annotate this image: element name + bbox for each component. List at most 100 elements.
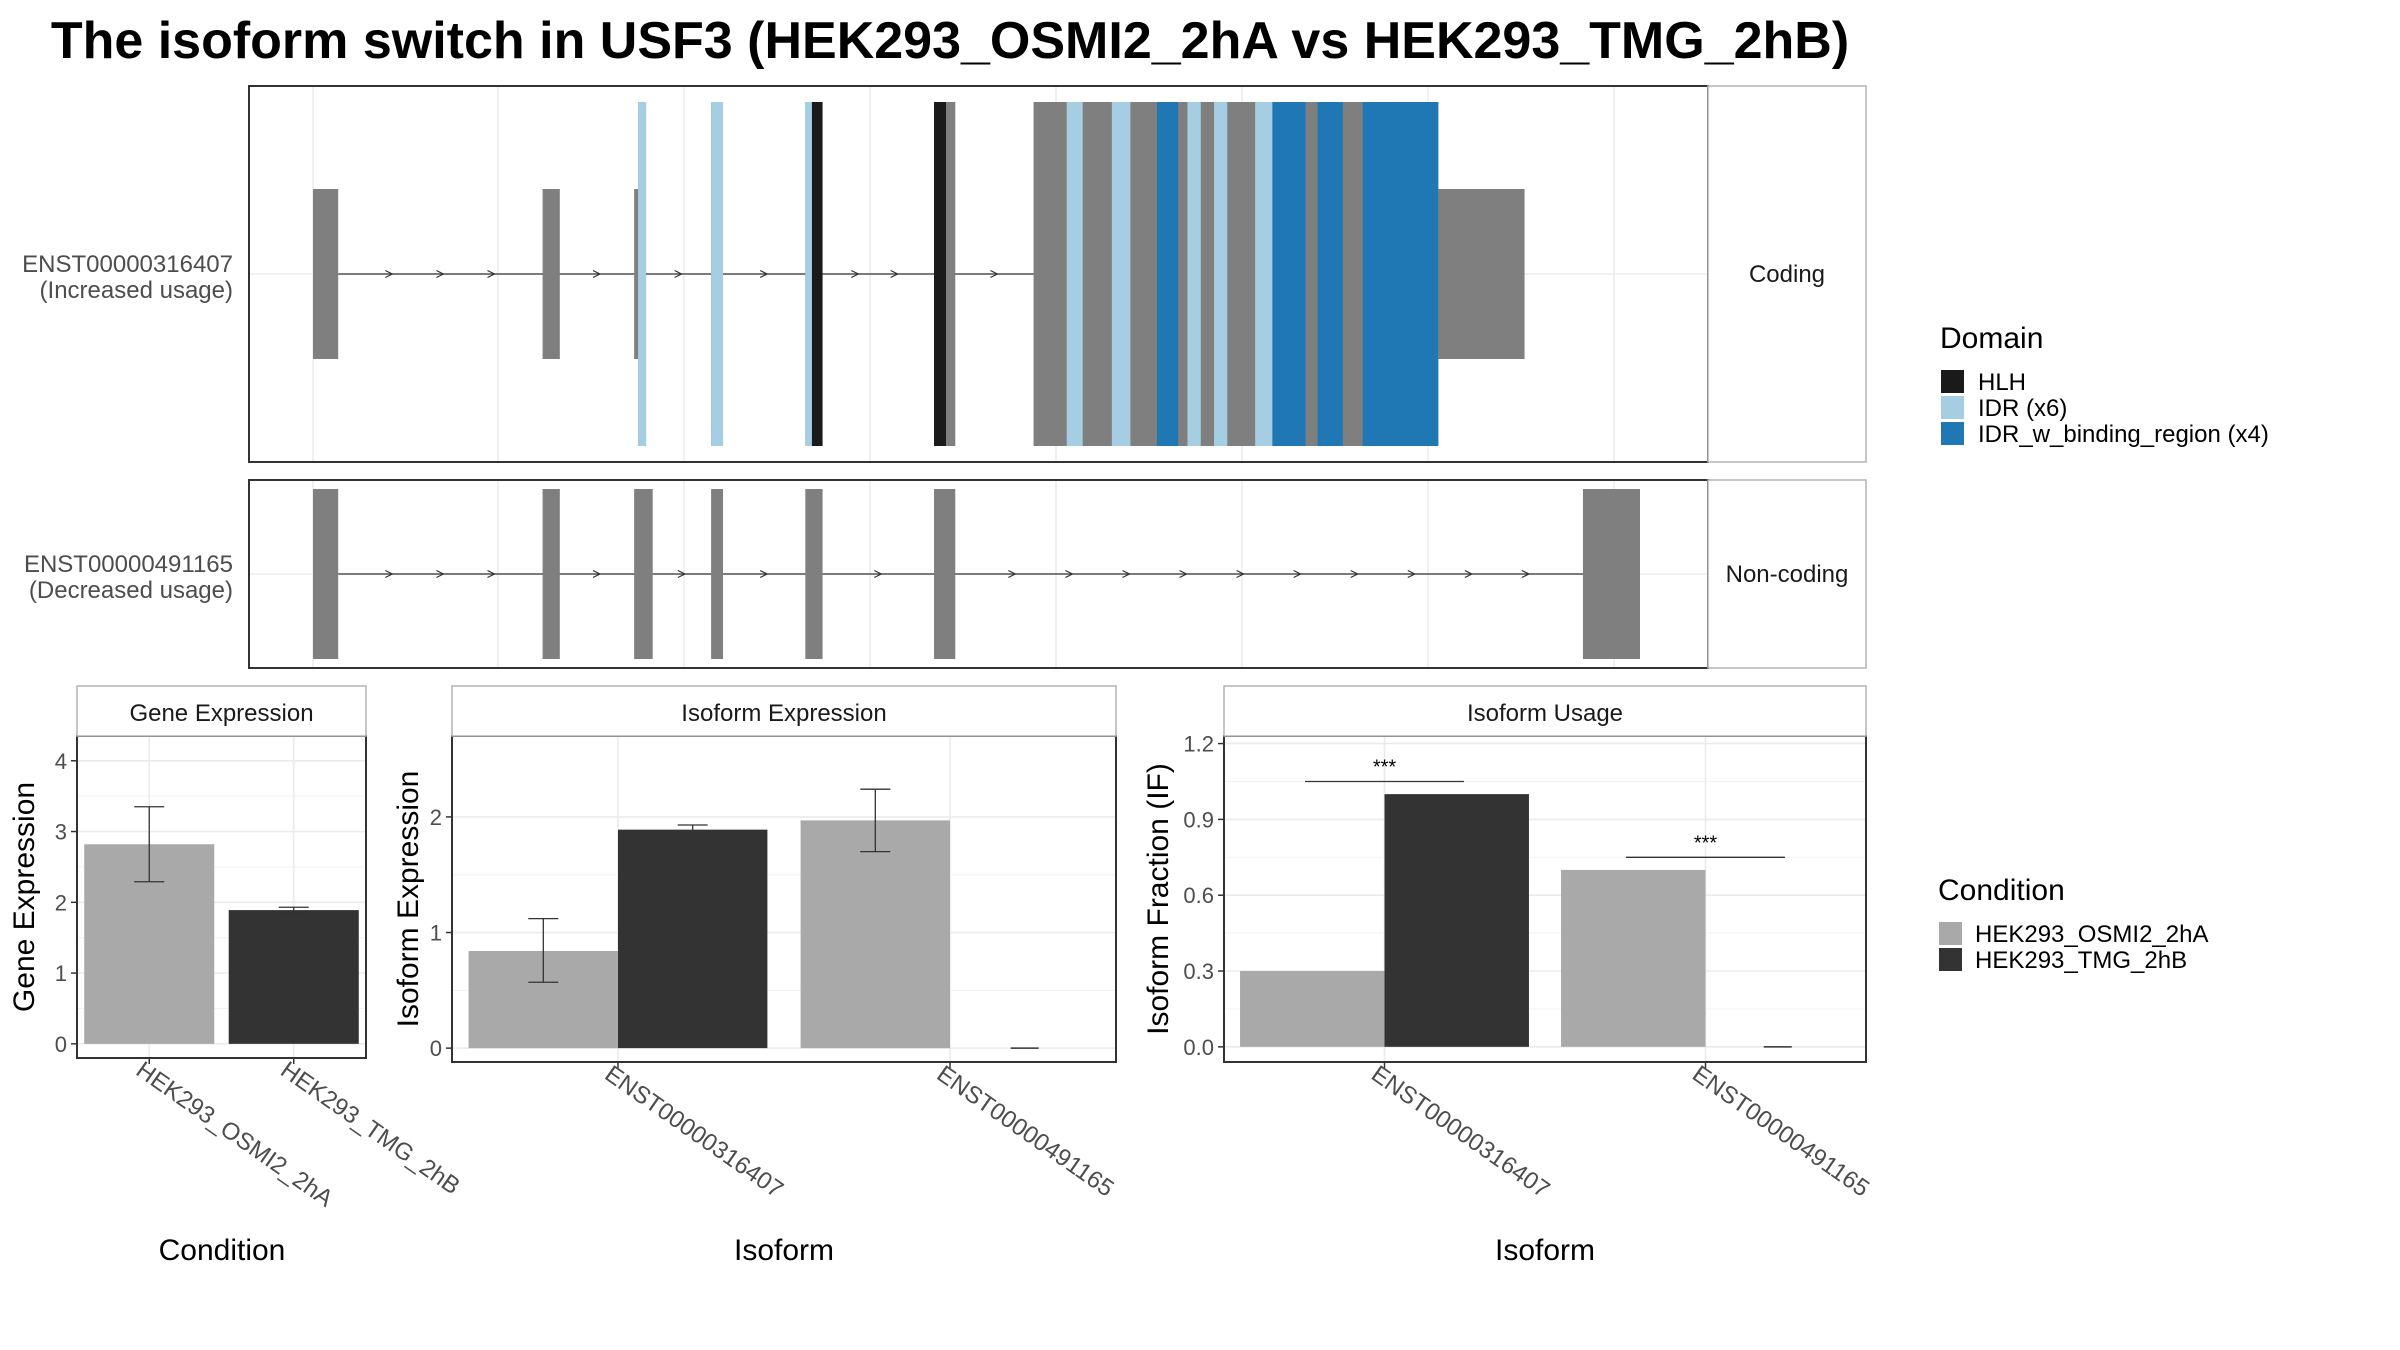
y-tick-label: 3 [55,820,67,845]
domain-idr [805,102,812,446]
intron-direction-arrow [1179,569,1188,579]
intron-direction-arrow [851,269,860,279]
y-tick-label: 0 [430,1036,442,1061]
intron-direction-arrow [385,569,394,579]
exon [313,489,339,659]
domain-legend-title: Domain [1940,322,2043,355]
domain-idr_binding [1362,102,1439,446]
intron-direction-arrow [890,269,900,279]
intron-direction-arrow [1407,569,1417,579]
domain-legend-swatch [1941,370,1964,393]
intron-direction-arrow [1065,569,1074,579]
exon [542,189,560,359]
transcript-usage-label: (Increased usage) [40,277,233,304]
coding-strip [1707,85,1867,463]
panel-title-strip [1223,685,1867,737]
y-tick-label: 2 [430,805,442,830]
significance-stars: *** [1694,832,1718,854]
intron-direction-arrow [1122,569,1131,579]
intron-direction-arrow [874,569,883,579]
y-tick-label: 1 [55,961,67,986]
domain-idr [1111,102,1131,446]
transcript-id-label: ENST00000491165 [24,551,233,578]
bar-a [1240,971,1385,1047]
domain-idr [1255,102,1273,446]
intron-direction-arrow [674,269,683,279]
intron-direction-arrow [990,269,999,279]
figure-title: The isoform switch in USF3 (HEK293_OSMI2… [51,12,1849,70]
domain-legend-swatch [1941,396,1964,419]
exon [805,489,823,659]
condition-legend-label: HEK293_OSMI2_2hA [1975,921,2208,948]
domain-idr_binding [1272,102,1306,446]
condition-legend-swatch [1939,948,1962,971]
panel-title: Gene Expression [129,700,313,727]
x-axis-title: Condition [159,1234,286,1267]
y-tick-label: 0 [55,1032,67,1057]
domain-legend-label: IDR (x6) [1978,395,2067,422]
y-tick-label: 1 [430,921,442,946]
transcript-usage-label: (Decreased usage) [29,577,233,604]
domain-idr [1066,102,1083,446]
y-tick-label: 0.0 [1183,1035,1214,1060]
domain-idr [1214,102,1228,446]
intron-direction-arrow [436,269,445,279]
y-axis-title: Gene Expression [8,782,41,1012]
transcript-id-label: ENST00000316407 [22,251,233,278]
intron-direction-arrow [592,569,602,579]
exon [934,489,956,659]
x-tick-label: ENST00000491165 [1687,1060,1874,1202]
intron-direction-arrow [1236,569,1245,579]
intron-direction-arrow [487,269,496,279]
intron-direction-arrow [1350,569,1360,579]
intron-direction-arrow [1293,569,1302,579]
domain-idr [1187,102,1201,446]
intron-direction-arrow [759,269,769,279]
exon [634,489,653,659]
y-tick-label: 0.6 [1183,883,1214,908]
intron-direction-arrow [1464,569,1474,579]
domain-hlh [811,102,823,446]
intron-direction-arrow [385,269,394,279]
intron-direction-arrow [436,569,445,579]
intron-direction-arrow [592,269,602,279]
bar-b [618,829,768,1049]
condition-legend-label: HEK293_TMG_2hB [1975,947,2187,974]
domain-idr [711,102,724,446]
exon [542,489,560,659]
y-axis-title: Isoform Expression [392,771,425,1028]
intron-direction-arrow [677,569,687,579]
x-tick-label: ENST00000316407 [600,1060,788,1203]
domain-legend-label: HLH [1978,369,2026,396]
bar-b [228,910,359,1044]
exon-utr [1438,189,1525,359]
domain-idr [638,102,647,446]
panel-title: Isoform Usage [1467,700,1623,727]
y-axis-title: Isoform Fraction (IF) [1142,763,1175,1035]
coding-status-label: Coding [1749,261,1825,288]
bar-a [800,820,950,1049]
intron-direction-arrow [1008,569,1017,579]
y-tick-label: 0.9 [1183,807,1214,832]
transcript-structure-panel: Coding ENST00000316407(Increased usage) No… [22,85,1867,669]
bar-a [1561,869,1706,1047]
y-tick-label: 0.3 [1183,959,1214,984]
x-axis-title: Isoform [1495,1234,1595,1267]
domain-legend-label: IDR_w_binding_region (x4) [1978,421,2269,448]
exon [711,489,724,659]
intron-direction-arrow [1521,569,1531,579]
domain-idr_binding [1156,102,1179,446]
y-tick-label: 4 [55,749,67,774]
x-axis-title: Isoform [734,1234,834,1267]
intron-direction-arrow [759,569,769,579]
bar-b [1384,794,1529,1047]
panel-title: Isoform Expression [681,700,886,727]
domain-idr_binding [1317,102,1343,446]
condition-legend-swatch [1939,922,1962,945]
y-tick-label: 1.2 [1183,732,1214,757]
x-tick-label: ENST00000316407 [1366,1060,1554,1203]
condition-legend-title: Condition [1938,874,2065,907]
significance-stars: *** [1373,756,1397,778]
